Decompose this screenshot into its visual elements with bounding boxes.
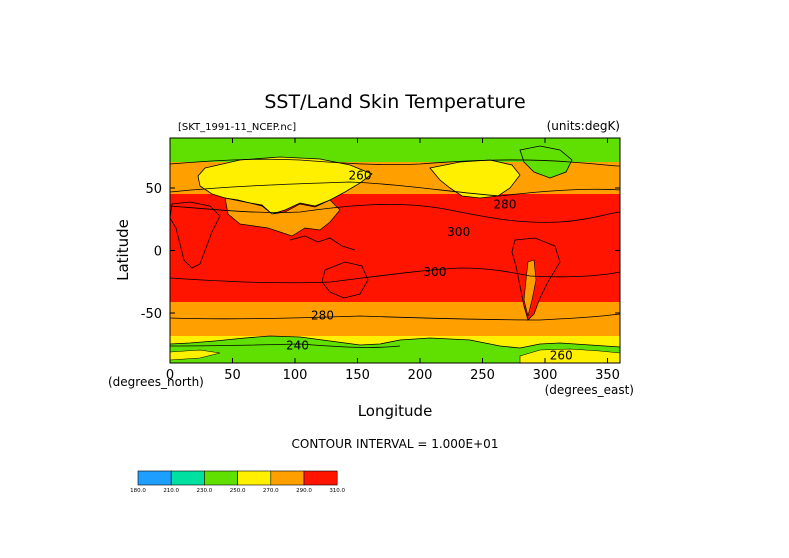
contour-280-south (170, 313, 620, 321)
x-tick-label: 200 (408, 368, 433, 383)
contour-interval-label: CONTOUR INTERVAL = 1.000E+01 (292, 437, 499, 451)
contour-label: 240 (286, 339, 309, 353)
antarctica-yellow (170, 348, 620, 363)
colorbar-level-label: 310.0 (329, 488, 345, 494)
colorbar-swatch (204, 470, 238, 486)
band-midlat-south (170, 300, 620, 336)
colorbar-swatch (170, 470, 205, 486)
contour-labels: 260 280 300 300 280 240 260 (286, 169, 573, 363)
contour-260-north (170, 158, 620, 167)
colorbar-swatch (137, 470, 172, 486)
colorbar-swatch (237, 470, 272, 486)
colorbar-level-label: 180.0 (130, 488, 146, 494)
x-tick-label: 300 (533, 368, 558, 383)
x-tick-label: 0 (166, 368, 174, 383)
y-axis-ticks: 50 0 -50 (141, 182, 620, 322)
colorbar-level-label: 270.0 (263, 488, 279, 494)
y-tick-label: 0 (154, 245, 162, 260)
y-tick-label: 50 (145, 182, 162, 197)
colorbar-level-label: 250.0 (230, 488, 246, 494)
colorbar-swatch (270, 470, 305, 486)
eurasia-yellow (197, 156, 373, 215)
contour-300-north (170, 203, 620, 223)
units-label: (units:degK) (547, 119, 620, 133)
andes-orange (523, 259, 537, 317)
contour-label: 280 (494, 197, 517, 211)
y-axis-label: Latitude (114, 219, 132, 281)
x-tick-label: 100 (283, 368, 308, 383)
chart-title: SST/Land Skin Temperature (264, 91, 525, 113)
x-tick-label: 150 (345, 368, 370, 383)
y-tick-label: -50 (141, 307, 162, 322)
antarctica-green (170, 335, 620, 363)
x-axis-ticks: 0 50 100 150 200 250 300 350 (166, 138, 620, 383)
contour-280-north (170, 181, 620, 197)
contour-240-south (170, 343, 401, 348)
colorbar-swatch (303, 470, 338, 486)
x-tick-label: 350 (595, 368, 620, 383)
x-tick-label: 250 (470, 368, 495, 383)
asia-orange (224, 197, 341, 237)
colorbar: 180.0 210.0 230.0 250.0 270.0 290.0 310.0 (130, 470, 346, 494)
file-label: [SKT_1991-11_NCEP.nc] (178, 122, 296, 133)
colorbar-level-label: 230.0 (197, 488, 213, 494)
contour-label: 300 (447, 225, 470, 239)
maritime-continent (289, 235, 356, 251)
map-plot (170, 138, 620, 363)
africa (170, 201, 221, 269)
x-unit-label: (degrees_east) (545, 383, 634, 397)
colorbar-level-label: 210.0 (163, 488, 179, 494)
contour-label: 260 (550, 349, 573, 363)
contour-label: 300 (424, 265, 447, 279)
x-axis-label: Longitude (358, 402, 433, 420)
y-unit-label: (degrees_north) (108, 375, 204, 389)
colorbar-level-label: 290.0 (296, 488, 312, 494)
contour-label: 260 (349, 169, 372, 183)
greenland-green (519, 145, 573, 179)
contour-label: 280 (311, 309, 334, 323)
x-tick-label: 50 (224, 368, 241, 383)
contour-300-south (170, 267, 620, 284)
